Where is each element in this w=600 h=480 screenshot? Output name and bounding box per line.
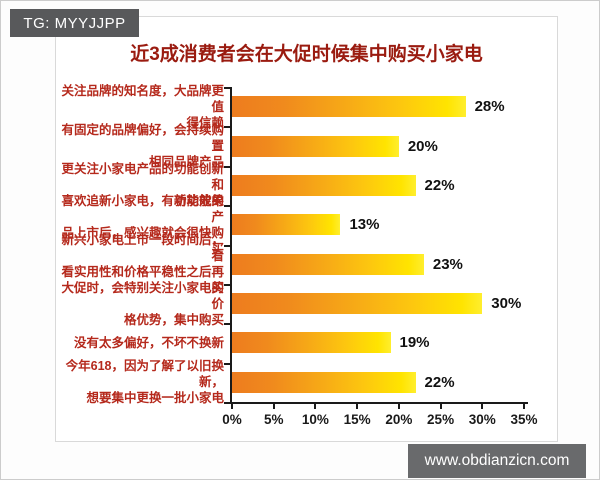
x-axis-tick-label: 15% <box>343 412 371 427</box>
category-label: 新兴小家电上市一段时间后，看 看实用性和价格平稳性之后再买 <box>61 233 224 296</box>
y-axis-line <box>230 87 232 404</box>
category-label: 没有太多偏好，不坏不换新 <box>73 335 224 350</box>
x-axis-tick <box>397 404 400 409</box>
x-axis-tick <box>356 404 359 409</box>
x-axis-tick <box>481 404 484 409</box>
category-label: 关注品牌的知名度，大品牌更值 得信赖 <box>61 83 224 130</box>
value-label: 22% <box>424 373 455 391</box>
x-axis-tick-label: 5% <box>263 412 284 427</box>
y-axis-tick <box>224 126 230 129</box>
value-label: 19% <box>399 334 430 352</box>
x-axis-tick-label: 35% <box>510 412 538 427</box>
watermark-bar: www.obdianzicn.com <box>408 444 586 478</box>
y-axis-tick <box>224 402 230 404</box>
tg-badge: TG: MYYJJPP <box>10 9 139 37</box>
bar <box>232 174 416 196</box>
value-label: 30% <box>491 295 522 313</box>
watermark-text: www.obdianzicn.com <box>424 452 570 469</box>
value-label: 20% <box>407 137 438 155</box>
bar <box>232 135 399 157</box>
y-axis-tick <box>224 362 230 365</box>
x-axis-tick <box>314 404 317 409</box>
x-axis-tick <box>272 404 275 409</box>
value-label: 23% <box>432 255 463 273</box>
category-label: 喜欢追新小家电，有新功能的产 品上市后，感兴趣就会很快购买 <box>61 193 224 256</box>
y-axis-tick <box>224 165 230 168</box>
x-axis-tick-label: 30% <box>468 412 496 427</box>
x-axis-tick-label: 10% <box>301 412 329 427</box>
y-axis-tick <box>224 283 230 286</box>
category-label: 今年618，因为了解了以旧换新， 想要集中更换一批小家电 <box>65 359 224 406</box>
y-axis-tick <box>224 323 230 326</box>
bar <box>232 332 391 354</box>
value-label: 13% <box>349 216 380 234</box>
x-axis-tick-label: 0% <box>222 412 242 427</box>
bar <box>232 253 424 275</box>
y-axis-tick <box>224 244 230 247</box>
x-axis-tick-label: 20% <box>385 412 413 427</box>
chart-title: 近3成消费者会在大促时候集中购买小家电 <box>130 44 483 65</box>
bar <box>232 371 416 393</box>
x-axis-tick-label: 25% <box>427 412 455 427</box>
x-axis-line <box>230 402 528 404</box>
bar <box>232 293 483 315</box>
bar <box>232 214 341 236</box>
bar <box>232 96 466 118</box>
y-axis-tick <box>224 205 230 208</box>
value-label: 28% <box>474 98 505 116</box>
y-axis-tick <box>224 87 230 89</box>
value-label: 22% <box>424 176 455 194</box>
category-label: 大促时，会特别关注小家电的价 格优势，集中购买 <box>61 280 224 327</box>
x-axis-tick <box>231 404 233 409</box>
chart-panel: 近3成消费者会在大促时候集中购买小家电 关注品牌的知名度，大品牌更值 得信赖 28… <box>55 16 558 442</box>
x-axis-tick <box>439 404 442 409</box>
x-axis-tick <box>523 404 525 409</box>
category-label: 更关注小家电产品的功能创新和 功能效果 <box>61 162 224 209</box>
category-label: 有固定的品牌偏好，会持续购置 相同品牌产品 <box>61 123 224 170</box>
tg-badge-text: TG: MYYJJPP <box>23 14 126 32</box>
